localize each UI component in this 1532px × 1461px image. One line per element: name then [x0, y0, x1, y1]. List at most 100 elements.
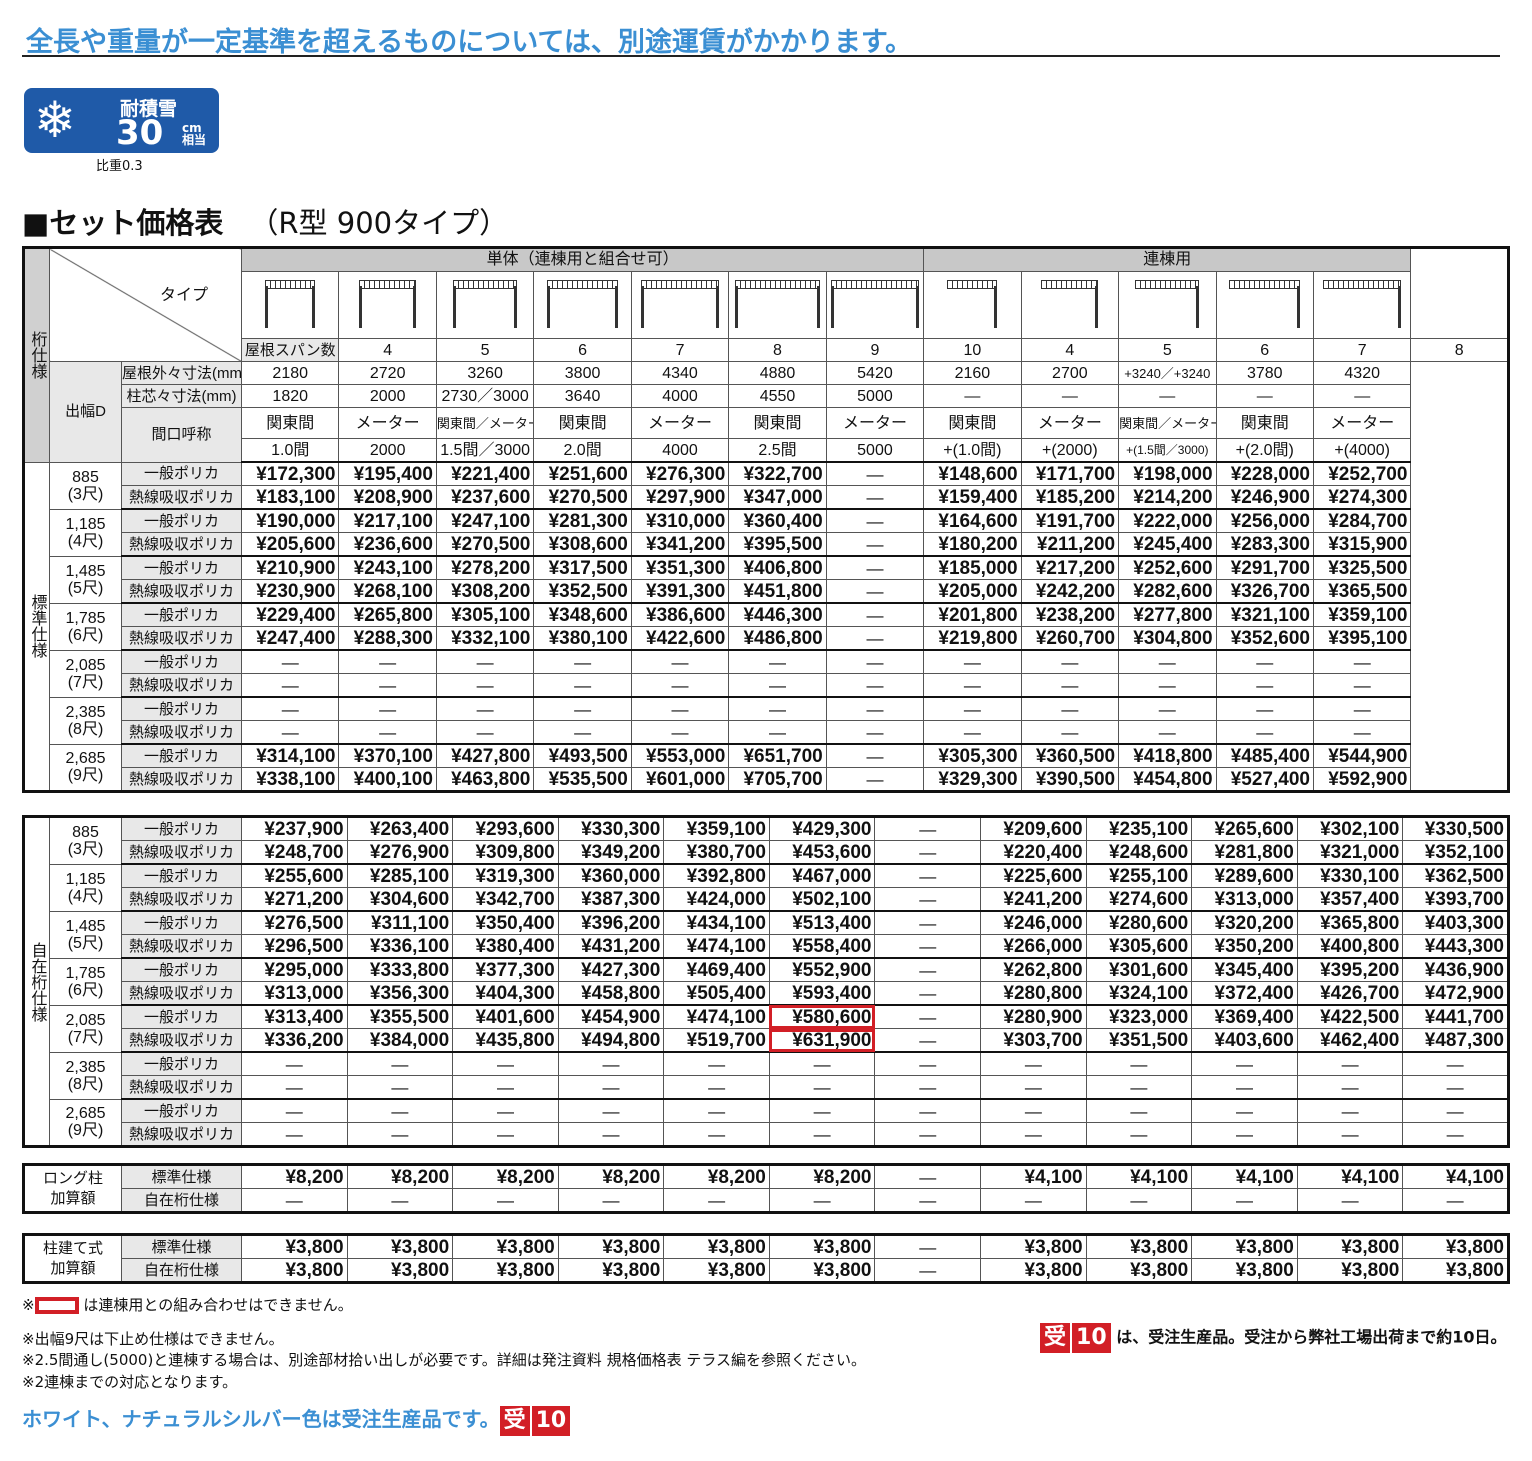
- type-icon-cell: [1020, 271, 1120, 339]
- price-cell: ¥288,300: [338, 626, 437, 651]
- surcharge-spec: 標準仕様: [121, 1234, 242, 1259]
- frontage-name: メーター: [1020, 407, 1120, 439]
- price-cell: ¥251,600: [533, 461, 632, 486]
- surcharge-cell: ¥3,800: [1296, 1234, 1404, 1259]
- depth-mm: 2,085: [65, 1011, 106, 1029]
- frontage-size: 2.0間: [533, 438, 632, 463]
- price-cell: ¥332,100: [435, 626, 535, 651]
- spec-value: 5420: [825, 361, 925, 385]
- spec-value: 4: [1020, 338, 1120, 362]
- price-cell: ¥352,600: [1215, 626, 1314, 651]
- price-cell: —: [338, 720, 437, 745]
- price-cell: —: [1191, 1051, 1298, 1076]
- surcharge-cell: —: [557, 1188, 665, 1213]
- frontage-size: 1.0間: [240, 438, 340, 463]
- price-cell: ¥297,900: [630, 485, 730, 510]
- surcharge-spec: 標準仕様: [121, 1164, 242, 1189]
- price-cell: ¥348,600: [533, 602, 632, 627]
- panel-type: 一般ポリカ: [121, 602, 242, 627]
- price-cell: —: [557, 1098, 665, 1123]
- price-cell: ¥395,200: [1296, 957, 1404, 982]
- spec-value: 3780: [1215, 361, 1314, 385]
- surcharge-cell: ¥3,800: [557, 1234, 665, 1259]
- price-cell: —: [768, 1098, 876, 1123]
- price-cell: ¥235,100: [1085, 816, 1193, 841]
- surcharge-cell: ¥4,100: [1085, 1164, 1193, 1189]
- price-cell: ¥237,600: [435, 485, 535, 510]
- price-cell: —: [923, 649, 1022, 674]
- price-cell: —: [663, 1075, 770, 1100]
- price-cell: ¥513,400: [768, 910, 876, 935]
- type-icon-cell: [1118, 271, 1217, 339]
- price-cell: —: [1118, 673, 1217, 698]
- price-cell: ¥359,100: [1312, 602, 1412, 627]
- spec-side-label: 自在桁仕様: [23, 816, 50, 1147]
- price-cell: —: [533, 696, 632, 721]
- price-cell: ¥422,500: [1296, 1004, 1404, 1029]
- price-cell: ¥270,500: [435, 532, 535, 557]
- depth-mm: 2,385: [65, 1058, 106, 1076]
- price-cell: —: [923, 720, 1022, 745]
- depth-mm: 1,185: [65, 870, 106, 888]
- price-cell: —: [1118, 649, 1217, 674]
- spec-value: 2730／3000: [435, 384, 535, 408]
- price-cell: —: [630, 649, 730, 674]
- price-cell: ¥593,400: [768, 981, 876, 1006]
- price-cell: ¥351,500: [1085, 1028, 1193, 1053]
- carport-frame-icon: [265, 276, 316, 328]
- surcharge-cell: ¥8,200: [452, 1164, 559, 1189]
- price-cell: —: [240, 720, 340, 745]
- carport-frame-icon: [1041, 276, 1099, 328]
- depth-shaku: (8尺): [67, 1075, 104, 1093]
- spec-value: 7: [630, 338, 730, 362]
- price-cell: ¥230,900: [240, 579, 340, 604]
- price-cell: —: [346, 1098, 454, 1123]
- price-cell: ¥278,200: [435, 555, 535, 580]
- price-cell: ¥446,300: [728, 602, 827, 627]
- type-icon-cell: [533, 271, 632, 339]
- price-cell: ¥148,600: [923, 461, 1022, 486]
- frontage-name: 関東間: [728, 407, 827, 439]
- price-cell: —: [874, 934, 982, 959]
- price-cell: —: [435, 720, 535, 745]
- price-cell: —: [435, 673, 535, 698]
- price-cell: —: [1191, 1122, 1298, 1148]
- spec-value: 2720: [338, 361, 437, 385]
- price-cell: ¥400,100: [338, 767, 437, 793]
- spec-value: 1820: [240, 384, 340, 408]
- depth-mm: 1,785: [65, 609, 106, 627]
- panel-type: 熱線吸収ポリカ: [121, 1075, 242, 1100]
- price-table-free-girder: 自在桁仕様 885 (3尺) 一般ポリカ ¥237,900 ¥263,400 ¥293,60…: [22, 815, 1510, 1148]
- frontage-name: メーター: [1312, 407, 1412, 439]
- surcharge-label: ロング柱 加算額: [23, 1164, 122, 1213]
- price-cell: ¥270,500: [533, 485, 632, 510]
- surcharge-cell: ¥4,100: [1296, 1164, 1404, 1189]
- surcharge-cell: —: [874, 1188, 982, 1213]
- price-cell: ¥427,300: [557, 957, 665, 982]
- panel-type: 熱線吸収ポリカ: [121, 532, 242, 557]
- price-cell: ¥357,400: [1296, 887, 1404, 912]
- surcharge-cell: —: [663, 1188, 770, 1213]
- depth-value: 2,685 (9尺): [49, 743, 122, 792]
- price-cell: ¥369,400: [1191, 1004, 1298, 1029]
- depth-mm: 1,785: [65, 964, 106, 982]
- surcharge-cell: ¥3,800: [1085, 1258, 1193, 1283]
- price-cell: —: [874, 840, 982, 865]
- price-cell: —: [728, 696, 827, 721]
- price-cell: ¥493,500: [533, 743, 632, 768]
- price-cell: ¥211,200: [1020, 532, 1120, 557]
- price-cell: —: [1191, 1075, 1298, 1100]
- price-cell: ¥370,100: [338, 743, 437, 768]
- frontage-name: 関東間: [1215, 407, 1314, 439]
- price-cell: ¥217,100: [338, 508, 437, 533]
- price-cell: ¥308,200: [435, 579, 535, 604]
- price-cell: —: [338, 673, 437, 698]
- price-cell: ¥336,200: [241, 1028, 348, 1053]
- price-cell: —: [980, 1051, 1087, 1076]
- price-cell: ¥362,500: [1402, 863, 1509, 888]
- price-cell: ¥380,400: [452, 934, 559, 959]
- price-cell: ¥427,800: [435, 743, 535, 768]
- price-cell: —: [533, 720, 632, 745]
- price-cell: —: [1215, 673, 1314, 698]
- price-cell: —: [1215, 696, 1314, 721]
